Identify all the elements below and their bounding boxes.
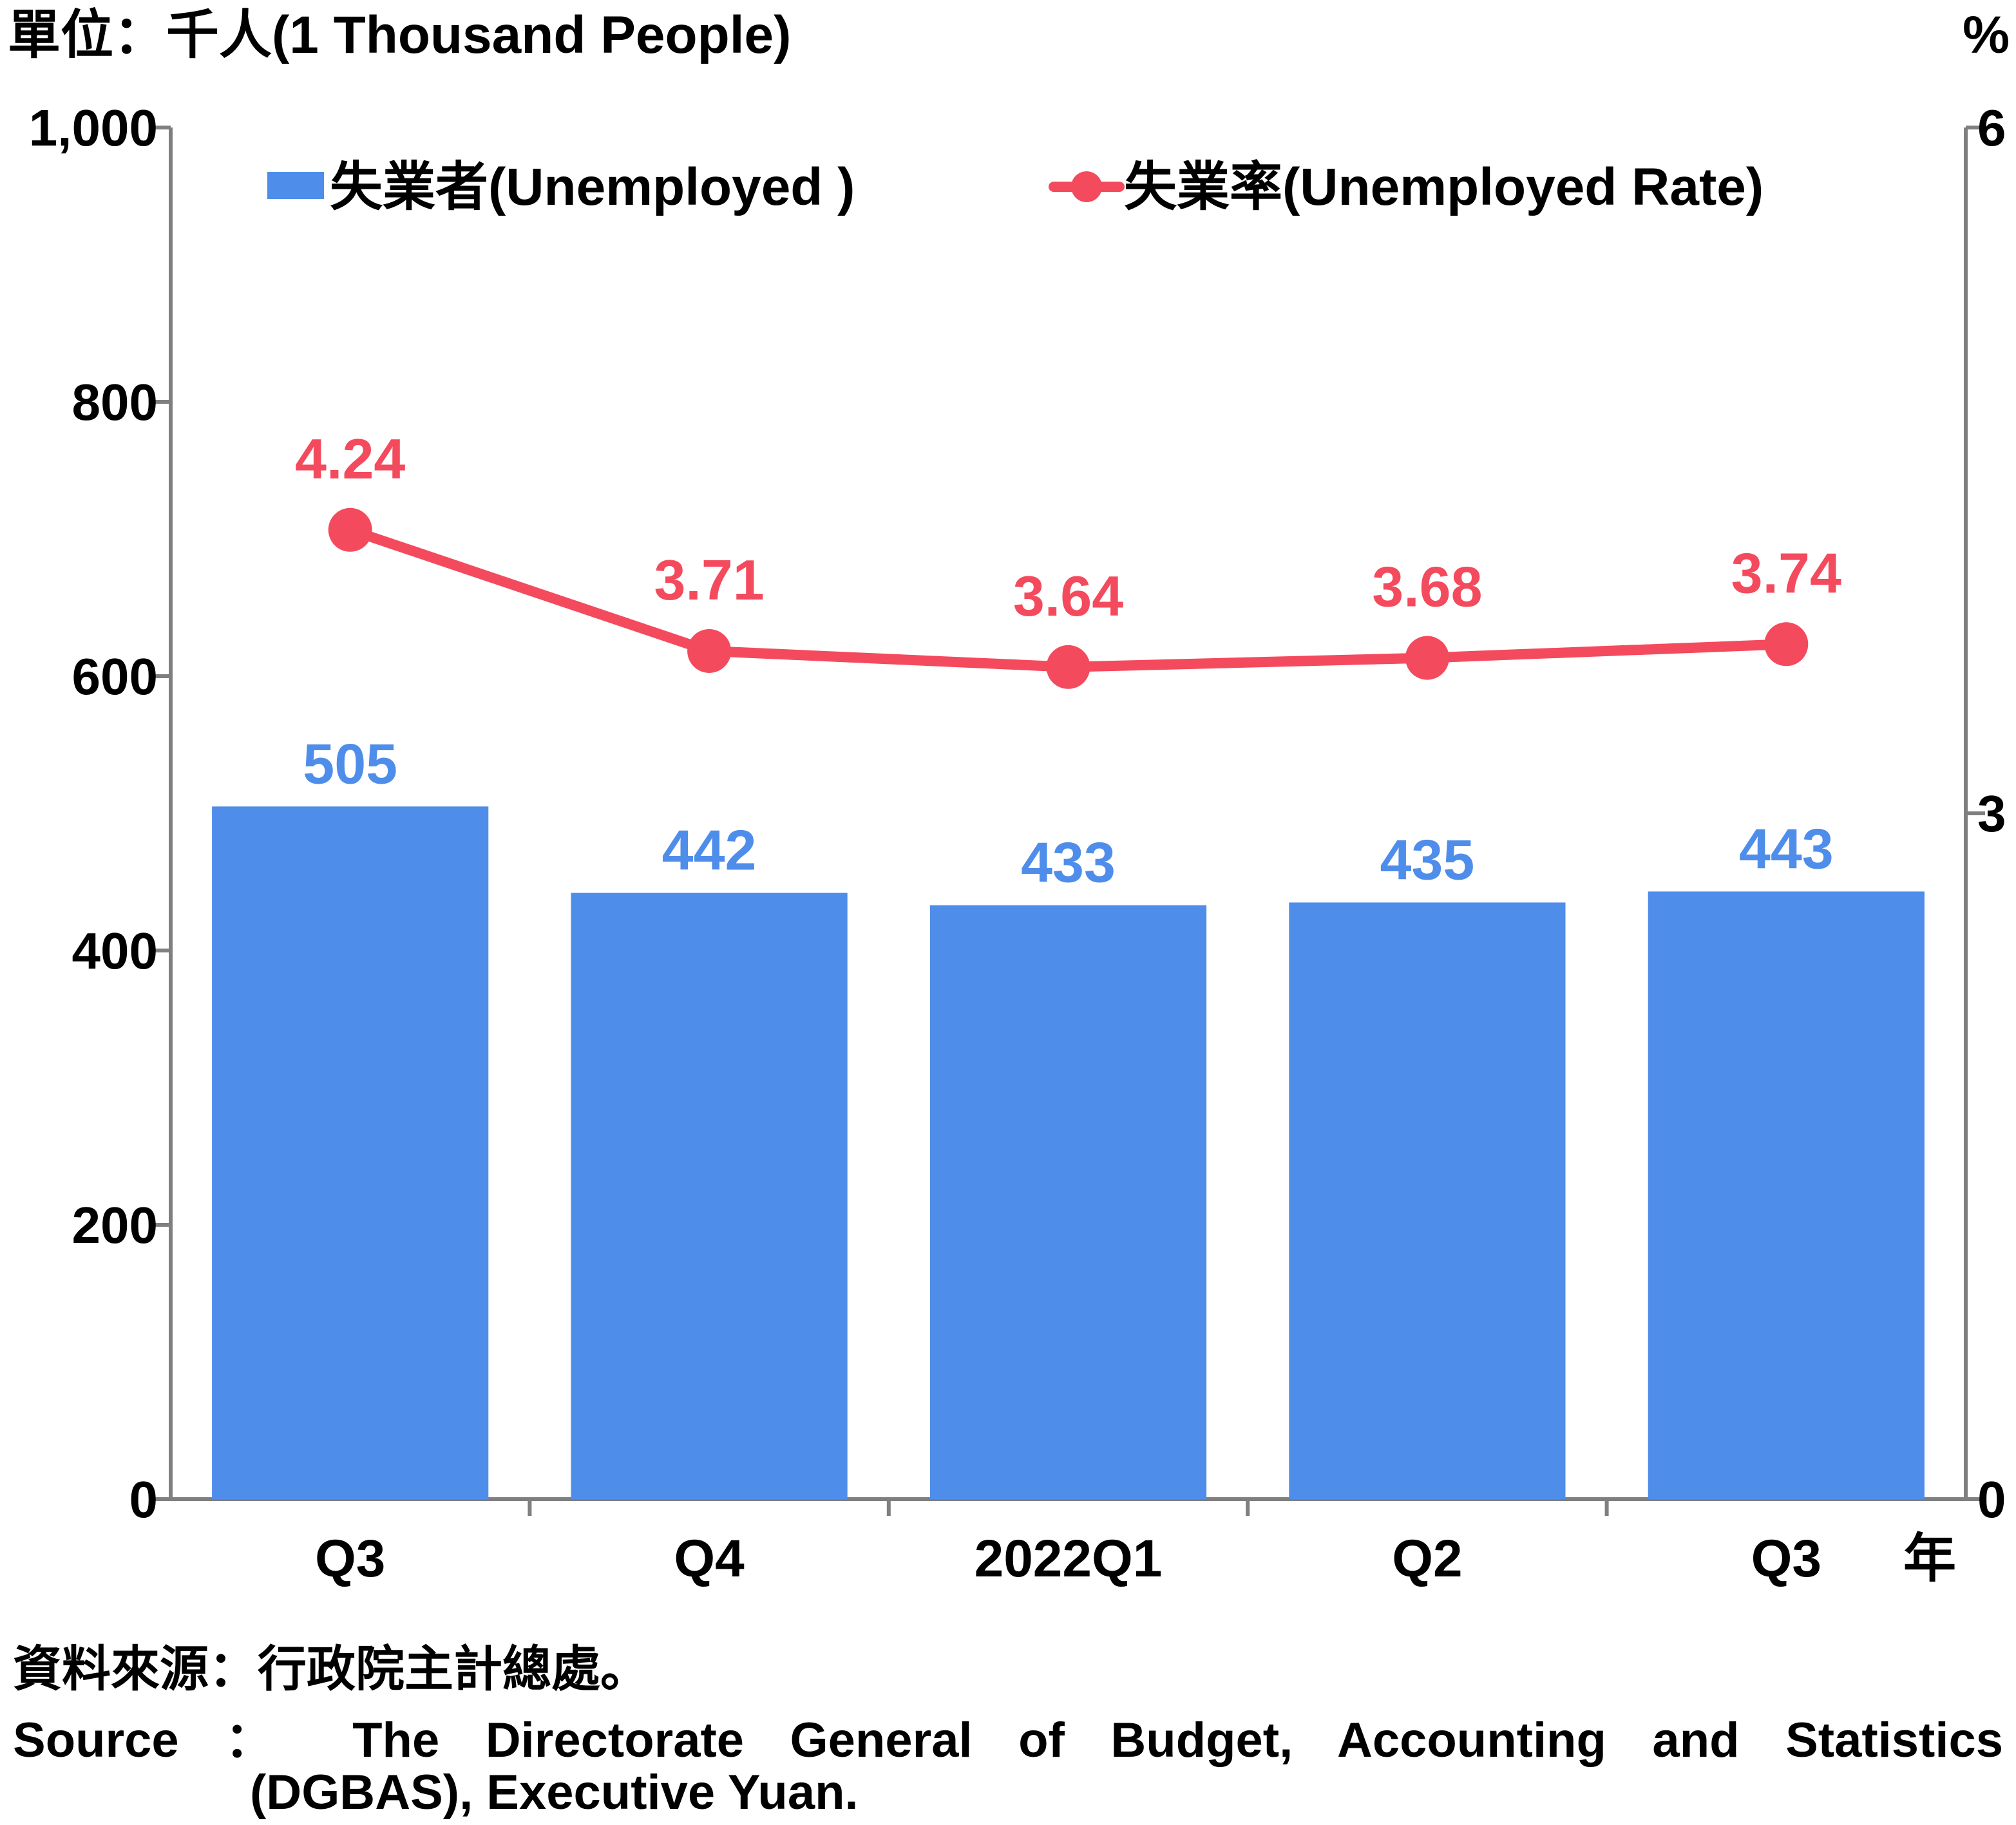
rate-point (328, 507, 372, 552)
right-y-tick-label: 6 (1977, 99, 2006, 156)
x-axis-suffix-label: 年 (1903, 1529, 1956, 1588)
bar-value-label: 435 (1380, 827, 1474, 891)
left-y-tick-label: 600 (72, 648, 158, 705)
legend-label-rate: 失業率(Unemployed Rate) (1124, 158, 1764, 216)
rate-point (687, 629, 732, 673)
source-note-english-line2: (DGBAS), Executive Yuan. (250, 1765, 859, 1820)
line-value-labels: 4.24 3.71 3.64 3.68 3.74 (295, 427, 1841, 628)
combo-chart: 單位：千人(1 Thousand People) % 0 200 400 600 800… (8, 6, 2010, 1588)
right-y-tick-label: 0 (1977, 1471, 2006, 1528)
x-tick-label: Q3 (315, 1529, 385, 1588)
x-tick-labels: Q3 Q4 2022Q1 Q2 Q3 年 (315, 1529, 1956, 1588)
bar (1289, 902, 1566, 1499)
bar (1648, 891, 1925, 1499)
rate-value-label: 4.24 (295, 427, 405, 491)
bar-value-label: 505 (303, 732, 397, 795)
left-y-tick-label: 800 (72, 374, 158, 431)
rate-value-label: 3.68 (1372, 555, 1482, 619)
bar-value-label: 433 (1021, 831, 1116, 894)
rate-point (1764, 622, 1809, 667)
bar (929, 905, 1207, 1499)
bar-value-labels: 505 442 433 435 443 (303, 732, 1833, 894)
left-y-tick-label: 1,000 (29, 99, 158, 156)
x-tick-label: Q2 (1392, 1529, 1462, 1588)
right-y-tick-label: 3 (1977, 785, 2006, 842)
rate-value-label: 3.64 (1013, 564, 1123, 628)
left-axis-unit-label: 單位：千人(1 Thousand People) (8, 6, 791, 64)
legend: 失業者(Unemployed ) 失業率(Unemployed Rate) (267, 158, 1764, 216)
source-note-chinese: 資料來源：行政院主計總處。 (13, 1642, 649, 1697)
source-note-english: Source ： The Directorate General of Budg… (13, 1713, 2003, 1768)
x-tick-label: Q3 (1751, 1529, 1821, 1588)
bar-value-label: 442 (662, 818, 757, 882)
x-tick-label: Q4 (674, 1529, 745, 1588)
left-y-tick-label: 400 (72, 922, 158, 979)
bar (212, 806, 489, 1499)
legend-swatch-unemployed (267, 172, 324, 199)
rate-value-label: 3.71 (654, 548, 764, 612)
legend-label-unemployed: 失業者(Unemployed ) (330, 158, 855, 216)
legend-marker-rate (1071, 171, 1102, 202)
right-axis-unit-label: % (1963, 6, 2010, 64)
bar (571, 893, 848, 1499)
x-tick-label: 2022Q1 (975, 1529, 1163, 1588)
left-y-tick-label: 200 (72, 1196, 158, 1254)
axes-group: 0 200 400 600 800 1,000 0 3 6 (29, 99, 2006, 1528)
rate-point (1405, 636, 1449, 680)
bar-series (212, 806, 1925, 1499)
line-series (328, 507, 1809, 689)
bar-value-label: 443 (1739, 817, 1834, 880)
left-y-tick-label: 0 (129, 1471, 158, 1528)
rate-point (1046, 645, 1090, 689)
rate-value-label: 3.74 (1731, 541, 1841, 605)
